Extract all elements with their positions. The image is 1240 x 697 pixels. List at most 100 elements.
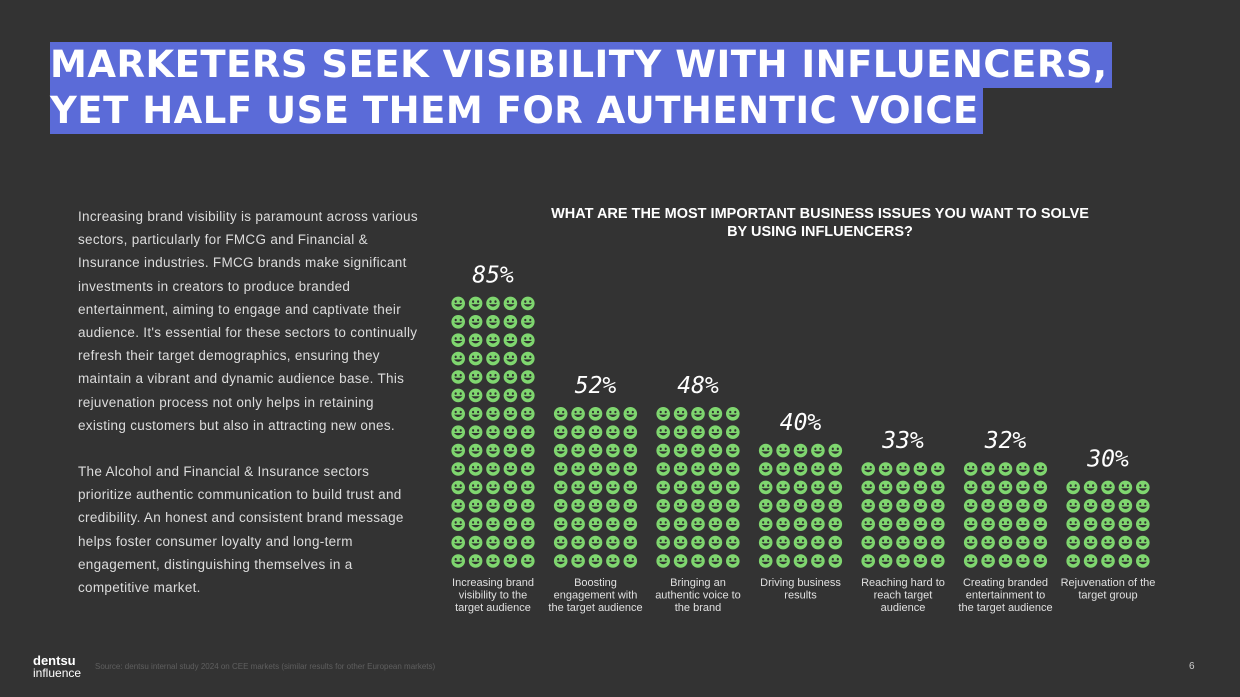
value-label: 30% bbox=[1086, 447, 1129, 473]
smiley-icon bbox=[708, 499, 723, 513]
smiley-icon bbox=[793, 535, 808, 550]
smiley-icon bbox=[521, 535, 535, 550]
smiley-icon bbox=[708, 443, 723, 458]
bar-3 bbox=[656, 407, 740, 568]
smiley-icon bbox=[656, 407, 670, 421]
smiley-icon bbox=[1101, 517, 1115, 531]
smiley-icon bbox=[998, 480, 1013, 495]
smiley-icon bbox=[553, 443, 568, 458]
smiley-icon bbox=[1101, 554, 1115, 568]
smiley-icon bbox=[553, 407, 568, 421]
smiley-icon bbox=[468, 443, 483, 458]
smiley-icon bbox=[468, 425, 483, 439]
smiley-icon bbox=[1066, 480, 1080, 495]
smiley-icon bbox=[793, 554, 808, 568]
smiley-icon bbox=[1118, 480, 1133, 495]
smiley-icon bbox=[451, 443, 465, 458]
smiley-icon bbox=[981, 517, 995, 531]
smiley-icon bbox=[451, 517, 465, 531]
smiley-icon bbox=[1101, 480, 1115, 495]
smiley-icon bbox=[588, 480, 603, 495]
smiley-icon bbox=[486, 370, 500, 384]
smiley-icon bbox=[691, 462, 705, 476]
smiley-icon bbox=[726, 443, 740, 458]
smiley-icon bbox=[486, 425, 500, 439]
smiley-icon bbox=[981, 499, 995, 513]
smiley-icon bbox=[963, 480, 978, 495]
smiley-icon bbox=[521, 407, 535, 421]
smiley-icon bbox=[553, 517, 568, 531]
smiley-icon bbox=[486, 499, 500, 513]
page-number: 6 bbox=[1189, 661, 1195, 672]
smiley-icon bbox=[673, 535, 688, 550]
smiley-icon bbox=[656, 462, 670, 476]
smiley-icon bbox=[623, 554, 638, 568]
smiley-icon bbox=[521, 351, 535, 366]
smiley-icon bbox=[1066, 535, 1080, 550]
smiley-icon bbox=[673, 407, 688, 421]
smiley-icon bbox=[1033, 499, 1048, 513]
smiley-icon bbox=[708, 407, 723, 421]
smiley-icon bbox=[726, 554, 740, 568]
smiley-icon bbox=[486, 462, 500, 476]
smiley-icon bbox=[878, 535, 893, 550]
smiley-icon bbox=[776, 443, 790, 458]
smiley-icon bbox=[486, 554, 500, 568]
smiley-icon bbox=[828, 462, 843, 476]
smiley-icon bbox=[811, 554, 825, 568]
smiley-icon bbox=[656, 443, 670, 458]
smiley-icon bbox=[503, 480, 518, 495]
smiley-icon bbox=[503, 443, 518, 458]
smiley-icon bbox=[896, 517, 910, 531]
smiley-icon bbox=[503, 407, 518, 421]
smiley-icon bbox=[673, 443, 688, 458]
smiley-icon bbox=[726, 462, 740, 476]
smiley-icon bbox=[708, 517, 723, 531]
smiley-icon bbox=[588, 425, 603, 439]
bar-7 bbox=[1066, 480, 1150, 568]
smiley-icon bbox=[571, 462, 585, 476]
smiley-icon bbox=[758, 554, 773, 568]
smiley-icon bbox=[776, 535, 790, 550]
smiley-icon bbox=[503, 517, 518, 531]
smiley-icon bbox=[486, 535, 500, 550]
smiley-icon bbox=[1066, 554, 1080, 568]
smiley-icon bbox=[468, 462, 483, 476]
smiley-icon bbox=[708, 462, 723, 476]
smiley-icon bbox=[451, 425, 465, 439]
smiley-icon bbox=[468, 315, 483, 329]
title-line-2: YET HALF USE THEM FOR AUTHENTIC VOICE bbox=[50, 88, 983, 134]
smiley-icon bbox=[811, 443, 825, 458]
smiley-icon bbox=[521, 499, 535, 513]
smiley-icon bbox=[793, 499, 808, 513]
smiley-icon bbox=[623, 535, 638, 550]
smiley-icon bbox=[981, 535, 995, 550]
smiley-icon bbox=[1066, 517, 1080, 531]
smiley-icon bbox=[503, 351, 518, 366]
smiley-icon bbox=[1016, 535, 1030, 550]
category-label: Creating branded entertainment to the targ… bbox=[958, 577, 1052, 614]
smiley-icon bbox=[1033, 480, 1048, 495]
value-label: 40% bbox=[780, 410, 822, 436]
bar-5 bbox=[861, 462, 945, 568]
smiley-icon bbox=[486, 407, 500, 421]
smiley-icon bbox=[503, 333, 518, 347]
smiley-icon bbox=[1136, 554, 1150, 568]
smiley-icon bbox=[776, 499, 790, 513]
smiley-icon bbox=[468, 535, 483, 550]
smiley-icon bbox=[1033, 517, 1048, 531]
smiley-icon bbox=[1083, 499, 1098, 513]
smiley-icon bbox=[708, 554, 723, 568]
smiley-icon bbox=[503, 370, 518, 384]
smiley-icon bbox=[588, 499, 603, 513]
smiley-icon bbox=[1083, 535, 1098, 550]
smiley-icon bbox=[931, 554, 945, 568]
smiley-icon bbox=[503, 425, 518, 439]
smiley-icon bbox=[981, 480, 995, 495]
value-label: 52% bbox=[575, 373, 617, 399]
smiley-icon bbox=[811, 462, 825, 476]
smiley-icon bbox=[571, 480, 585, 495]
smiley-icon bbox=[828, 480, 843, 495]
smiley-icon bbox=[1101, 535, 1115, 550]
smiley-icon bbox=[451, 535, 465, 550]
